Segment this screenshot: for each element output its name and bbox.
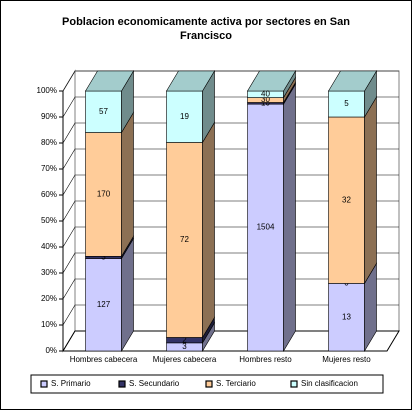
bar-segment-side [202,121,215,339]
y-tick-label: 90% [41,112,57,121]
bar-segment [166,142,203,338]
bar-segment [166,90,203,143]
legend-label: S. Terciario [216,379,256,388]
value-label: 30 [261,95,270,104]
value-label: 170 [97,190,111,199]
value-label: 127 [97,300,111,309]
y-tick-label: 50% [41,216,57,225]
legend-label: S. Secundario [129,379,180,388]
legend-swatch [118,380,126,388]
bar-segment [247,103,284,352]
x-tick-label: Mujeres cabecera [153,355,217,364]
value-label: 10 [261,98,270,107]
value-label: 19 [180,112,189,121]
bar-segment-top [246,70,297,92]
bar-segment-top [84,70,135,92]
value-label: 3 [101,253,106,262]
bar-segment-side [121,111,134,258]
bar-segment-side [364,95,377,285]
x-tick-label: Hombres resto [239,355,292,364]
bar-segment [328,90,365,118]
bar-segment-top [165,70,216,92]
value-label: 5 [344,99,349,108]
bar-segment-top [327,70,378,92]
y-tick-label: 0% [45,346,57,355]
value-label: 1504 [257,223,275,232]
x-tick-label: Hombres cabecera [70,355,138,364]
y-tick-label: 100% [37,86,57,95]
value-label: 40 [261,89,270,98]
chart-title: Poblacion economicamente activa por sect… [62,16,350,42]
value-label: 32 [342,195,351,204]
legend-swatch [205,380,213,388]
legend-swatch [290,380,298,388]
legend-label: Sin clasificacion [301,379,358,388]
value-label: 72 [180,235,189,244]
bar-segment [85,90,122,133]
y-tick-label: 40% [41,242,57,251]
bar-segment [328,116,365,284]
bar-segment [85,132,122,257]
legend-label: S. Primario [51,379,91,388]
value-label: 57 [99,107,108,116]
x-tick-label: Mujeres resto [322,355,371,364]
y-tick-label: 30% [41,268,57,277]
y-tick-label: 60% [41,190,57,199]
legend-swatch [40,380,48,388]
bar-segment-side [283,83,296,353]
value-label: 3 [182,342,187,351]
y-tick-label: 80% [41,138,57,147]
value-label: 2 [182,335,187,344]
y-tick-label: 20% [41,294,57,303]
value-label: 13 [342,312,351,321]
y-tick-label: 10% [41,320,57,329]
y-tick-label: 70% [41,164,57,173]
